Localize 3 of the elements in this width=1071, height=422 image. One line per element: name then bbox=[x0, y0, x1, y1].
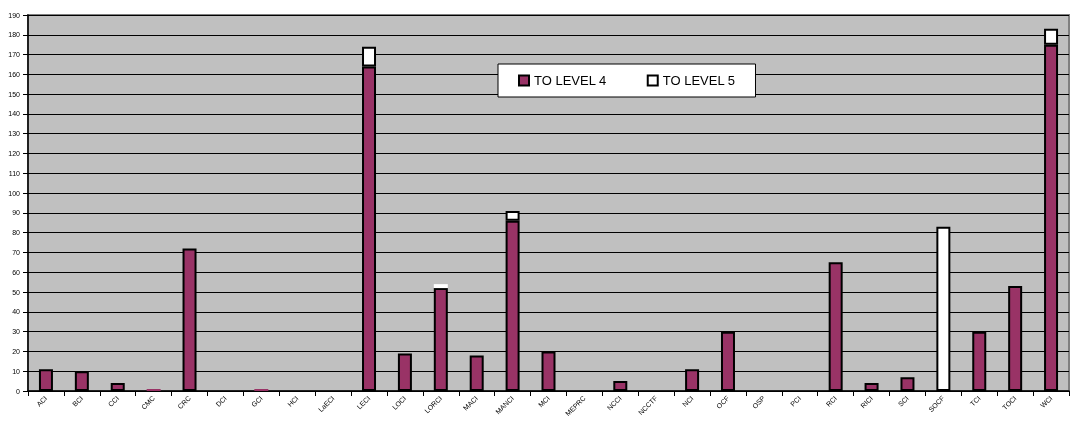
legend-label: TO LEVEL 5 bbox=[662, 73, 736, 88]
bar bbox=[433, 284, 448, 289]
legend-label: TO LEVEL 4 bbox=[534, 73, 607, 88]
